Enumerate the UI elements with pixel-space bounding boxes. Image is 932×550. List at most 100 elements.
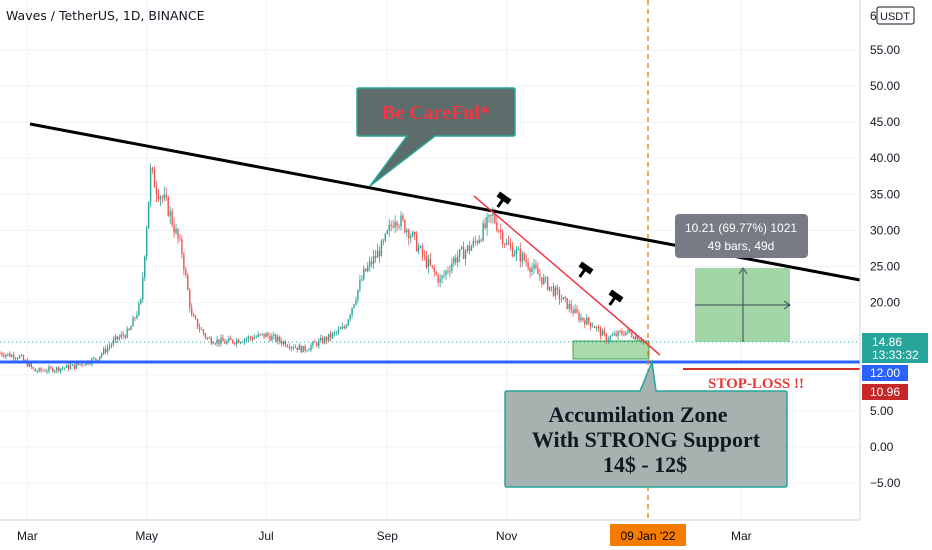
- candle-body: [353, 304, 355, 308]
- price-axis[interactable]: 55.00 50.00 45.00 40.00 35.00 30.00 25.00 20.00…: [859, 0, 932, 520]
- candle-body: [447, 270, 449, 272]
- time-axis[interactable]: Mar May Jul Sep Nov Mar 09 Jan '22: [0, 519, 932, 550]
- careful-callout[interactable]: [356, 87, 516, 187]
- candle-body: [16, 358, 19, 360]
- candle-body: [325, 337, 328, 341]
- candle-body: [566, 298, 568, 309]
- candle-body: [190, 307, 193, 315]
- descending-trendline[interactable]: [473, 195, 661, 356]
- candle-body: [69, 365, 72, 369]
- candle-body: [545, 277, 547, 279]
- candle-body: [460, 246, 463, 249]
- candle-body: [427, 259, 430, 268]
- candle-body: [550, 286, 553, 288]
- candle-body: [490, 214, 492, 216]
- last-price-badge: 14.86 13:33:32: [862, 333, 928, 363]
- candle-body: [486, 216, 488, 228]
- candle-body: [543, 277, 545, 284]
- candle-body: [462, 246, 465, 259]
- candle-body: [73, 364, 76, 369]
- candle-body: [42, 370, 44, 372]
- accumulation-zone-box: [572, 340, 650, 360]
- candle-body: [81, 364, 83, 366]
- candle-body: [1, 353, 3, 356]
- candle-body: [304, 346, 306, 351]
- candle-body: [20, 355, 23, 357]
- candle-body: [548, 286, 551, 290]
- candle-body: [359, 280, 361, 290]
- currency-box[interactable]: [876, 6, 915, 25]
- accumulation-callout[interactable]: [504, 359, 788, 488]
- candle-body: [535, 264, 537, 269]
- candle-body: [421, 246, 424, 256]
- candle-body: [102, 348, 105, 354]
- candle-body: [345, 325, 347, 329]
- candle-body: [386, 230, 388, 234]
- candle-body: [429, 259, 432, 266]
- candle-body: [415, 234, 418, 252]
- candle-body: [165, 194, 167, 198]
- candle-body: [629, 329, 631, 333]
- candle-body: [488, 214, 490, 217]
- candle-body: [453, 257, 455, 264]
- candle-body: [155, 187, 158, 195]
- candle-body: [185, 269, 187, 276]
- candle-body: [558, 290, 561, 300]
- candle-body: [312, 341, 314, 346]
- candle-body: [104, 348, 107, 353]
- candle-body: [500, 230, 502, 233]
- candle-body: [34, 368, 36, 372]
- candle-body: [192, 314, 195, 317]
- candle-body: [302, 346, 304, 353]
- accumulation-callout-line1: Accumilation Zone: [548, 402, 727, 427]
- candle-body: [210, 337, 212, 344]
- candle-body: [458, 248, 461, 257]
- candle-body: [126, 328, 128, 338]
- candle-body: [623, 334, 625, 336]
- time-axis-labels: Mar May Jul Sep Nov Mar: [17, 529, 752, 543]
- candle-body: [108, 346, 111, 348]
- candle-body: [455, 257, 457, 263]
- candle-body: [196, 318, 199, 328]
- candle-body: [224, 341, 226, 344]
- candle-body: [607, 339, 610, 342]
- candle-body: [308, 349, 310, 351]
- candle-body: [582, 317, 584, 321]
- candle-body: [59, 368, 62, 372]
- candle-body: [38, 368, 40, 372]
- careful-callout-text: Be CareFul*: [382, 102, 490, 124]
- candle-body: [259, 334, 261, 335]
- candle-body: [173, 224, 175, 233]
- candle-body: [267, 333, 269, 336]
- candle-body: [564, 296, 566, 299]
- candle-body: [498, 230, 500, 232]
- candle-body: [398, 226, 400, 228]
- candle-body: [106, 347, 109, 353]
- candle-body: [343, 326, 345, 329]
- candle-body: [552, 286, 555, 296]
- candle-body: [157, 194, 160, 200]
- last-price-value: 14.86: [872, 335, 902, 349]
- candle-body: [531, 268, 533, 273]
- candle-body: [372, 255, 375, 265]
- candle-body: [636, 335, 639, 341]
- candle-body: [507, 242, 510, 245]
- candle-body: [468, 245, 471, 251]
- candle-body: [611, 335, 613, 337]
- candle-body: [65, 365, 68, 368]
- price-tick-label: 20.00: [870, 296, 900, 310]
- date-marker-label: 09 Jan '22: [620, 529, 675, 543]
- price-tick-label: 0.00: [870, 440, 894, 454]
- candle-body: [183, 254, 185, 270]
- candle-body: [539, 274, 541, 278]
- price-tick-label: 45.00: [870, 115, 900, 129]
- candle-body: [527, 262, 529, 269]
- candle-body: [265, 333, 267, 338]
- currency-prefix: 6: [870, 9, 877, 23]
- price-tick-label: −5.00: [870, 476, 901, 490]
- candle-body: [151, 167, 154, 170]
- candle-body: [95, 358, 97, 360]
- candle-body: [492, 212, 494, 216]
- candle-body: [335, 332, 338, 333]
